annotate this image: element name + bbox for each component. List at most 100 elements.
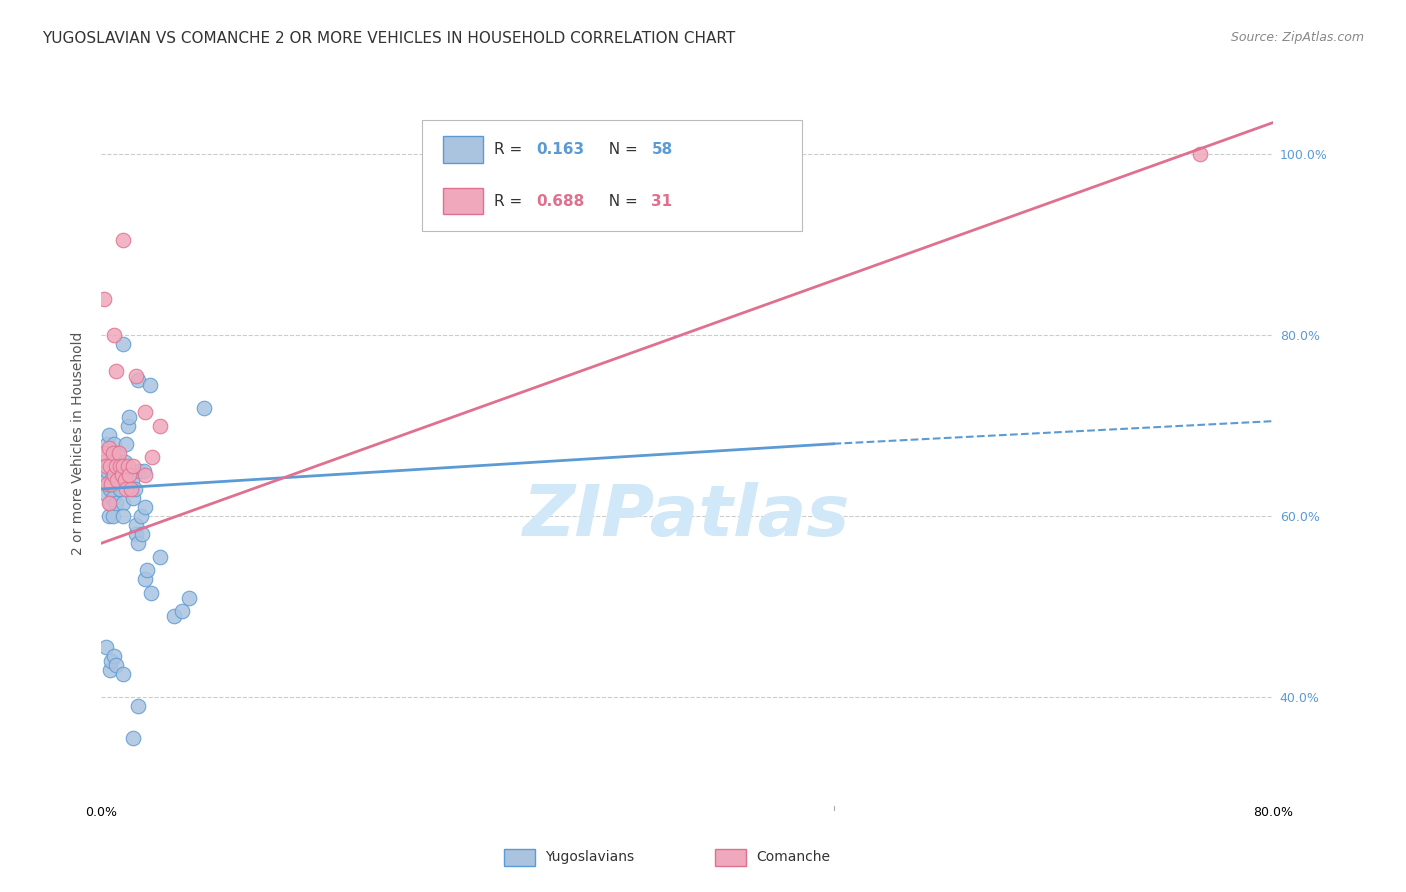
Point — [163, 608, 186, 623]
Point — [134, 500, 156, 514]
Point — [149, 549, 172, 564]
Point — [97, 442, 120, 456]
Point — [105, 473, 128, 487]
Point — [97, 509, 120, 524]
Text: ZIPatlas: ZIPatlas — [523, 482, 851, 550]
Text: 0.163: 0.163 — [536, 142, 585, 157]
Point — [94, 640, 117, 655]
Point — [141, 450, 163, 465]
Text: 31: 31 — [651, 194, 672, 209]
Point — [114, 455, 136, 469]
Point — [94, 473, 117, 487]
Point — [103, 436, 125, 450]
Point — [100, 473, 122, 487]
Point — [125, 368, 148, 383]
Point — [117, 418, 139, 433]
Point — [104, 658, 127, 673]
Point — [135, 563, 157, 577]
Point — [98, 459, 121, 474]
Point — [128, 464, 150, 478]
Point — [120, 482, 142, 496]
Point — [1188, 147, 1211, 161]
Point — [110, 459, 132, 474]
Text: Yugoslavians: Yugoslavians — [546, 850, 634, 864]
Text: Comanche: Comanche — [756, 850, 830, 864]
Point — [112, 509, 135, 524]
Point — [103, 468, 125, 483]
Point — [97, 427, 120, 442]
Text: 80.0%: 80.0% — [1253, 805, 1294, 819]
Point — [110, 482, 132, 496]
Point — [132, 464, 155, 478]
Point — [96, 436, 118, 450]
Text: Source: ZipAtlas.com: Source: ZipAtlas.com — [1230, 31, 1364, 45]
Text: N =: N = — [599, 194, 643, 209]
Point — [103, 328, 125, 343]
Point — [104, 364, 127, 378]
Point — [134, 405, 156, 419]
Point — [107, 455, 129, 469]
Point — [127, 536, 149, 550]
Point — [112, 495, 135, 509]
Point — [122, 491, 145, 505]
Point — [193, 401, 215, 415]
Point — [125, 518, 148, 533]
Point — [96, 477, 118, 491]
Point — [101, 491, 124, 505]
Point — [97, 495, 120, 509]
Point — [94, 486, 117, 500]
Point — [134, 573, 156, 587]
Point — [103, 477, 125, 491]
Point — [103, 649, 125, 664]
Point — [120, 482, 142, 496]
Point — [94, 459, 117, 474]
Point — [101, 446, 124, 460]
Point — [107, 446, 129, 460]
Point — [139, 586, 162, 600]
Y-axis label: 2 or more Vehicles in Household: 2 or more Vehicles in Household — [72, 332, 86, 556]
Point — [100, 477, 122, 491]
Point — [93, 292, 115, 306]
Point — [100, 455, 122, 469]
Point — [111, 464, 134, 478]
Point — [129, 509, 152, 524]
Point — [93, 446, 115, 460]
Point — [112, 337, 135, 351]
Point — [104, 464, 127, 478]
Point — [98, 482, 121, 496]
Point — [125, 527, 148, 541]
Point — [177, 591, 200, 605]
Text: 0.688: 0.688 — [536, 194, 585, 209]
Text: 0.0%: 0.0% — [86, 805, 117, 819]
Point — [124, 482, 146, 496]
Point — [104, 459, 127, 474]
Text: YUGOSLAVIAN VS COMANCHE 2 OR MORE VEHICLES IN HOUSEHOLD CORRELATION CHART: YUGOSLAVIAN VS COMANCHE 2 OR MORE VEHICL… — [42, 31, 735, 46]
Point — [112, 233, 135, 247]
Point — [170, 604, 193, 618]
Point — [127, 374, 149, 388]
Point — [111, 468, 134, 483]
Point — [118, 468, 141, 483]
Point — [117, 459, 139, 474]
Point — [122, 459, 145, 474]
Point — [121, 473, 143, 487]
Point — [127, 699, 149, 714]
Point — [104, 495, 127, 509]
Point — [134, 468, 156, 483]
Point — [100, 654, 122, 668]
Point — [118, 409, 141, 424]
Point — [114, 473, 136, 487]
Point — [98, 495, 121, 509]
Point — [115, 436, 138, 450]
Point — [149, 418, 172, 433]
Text: R =: R = — [494, 142, 527, 157]
Point — [122, 731, 145, 745]
Point — [138, 378, 160, 392]
Point — [93, 455, 115, 469]
Point — [131, 527, 153, 541]
Point — [101, 509, 124, 524]
Text: 58: 58 — [651, 142, 672, 157]
Point — [98, 663, 121, 677]
Point — [112, 459, 135, 474]
Text: R =: R = — [494, 194, 527, 209]
